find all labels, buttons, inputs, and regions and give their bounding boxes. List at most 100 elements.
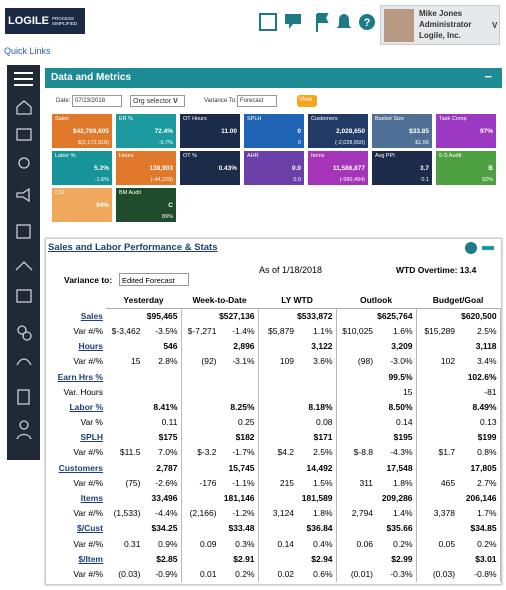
table-cell: -1.7% xyxy=(219,444,259,461)
table-cell: -3.1% xyxy=(219,353,259,369)
date-input[interactable]: 07/23/2018 xyxy=(72,95,122,107)
user-box[interactable]: Mike Jones Administrator Logile, Inc. V xyxy=(380,5,500,45)
tile-sub: (-990,494) xyxy=(339,177,365,183)
row-label[interactable]: $/Item xyxy=(78,553,103,564)
row-label: Var #/% xyxy=(73,568,103,579)
row-label: Var #/% xyxy=(73,538,103,549)
metric-tile[interactable]: ER % 72.4% -0.7% xyxy=(116,114,176,148)
table-cell: 2,787 xyxy=(106,460,182,476)
metric-tile[interactable]: OT Hours 11.00 xyxy=(180,114,240,148)
table-cell: 3.6% xyxy=(297,353,337,369)
tile-value: 94% xyxy=(95,202,109,209)
table-cell: 15 xyxy=(336,384,417,400)
row-label[interactable]: Labor % xyxy=(69,401,103,412)
table-cell: -3.0% xyxy=(376,353,417,369)
tile-label: Hours xyxy=(119,153,134,159)
table-cell: (0.03) xyxy=(432,568,456,579)
column-header: Yesterday xyxy=(106,293,182,309)
metric-tile[interactable]: BM Audit C 89% xyxy=(116,188,176,222)
table-cell: 99.5% xyxy=(336,368,417,385)
org-selector[interactable]: Org selector V xyxy=(130,95,185,107)
chat-icon[interactable] xyxy=(285,14,301,29)
row-label: Var % xyxy=(80,417,103,428)
table-cell: 0.02 xyxy=(277,568,295,579)
metric-tile[interactable]: Labor % 5.2% -1.6% xyxy=(52,151,112,185)
table-cell: $10,025 xyxy=(342,325,374,336)
metric-tile[interactable]: CSI 94% xyxy=(52,188,112,222)
table-cell: 1.5% xyxy=(297,475,337,491)
header-icons: ? xyxy=(259,13,375,32)
metric-tile[interactable]: Customers 2,028,650 (-2,028,650) xyxy=(308,114,368,148)
overtime-value: 13.4 xyxy=(459,265,477,275)
tile-value: 97% xyxy=(479,128,493,135)
quick-links[interactable]: Quick Links xyxy=(4,46,51,56)
panel-title: Data and Metrics xyxy=(51,72,132,83)
tile-label: ER % xyxy=(119,116,134,122)
row-label[interactable]: Sales xyxy=(80,310,103,321)
metric-tile[interactable]: Basket Size $33.85 $1.56 xyxy=(372,114,432,148)
collapse-icon[interactable] xyxy=(482,246,494,250)
table-cell: $2.85 xyxy=(106,551,182,567)
table-cell: 209,286 xyxy=(336,490,417,506)
table-cell: 0.13 xyxy=(416,414,501,430)
help-icon[interactable] xyxy=(465,242,477,254)
table-cell: 0.11 xyxy=(106,414,182,430)
table-cell: 3,118 xyxy=(416,338,501,354)
metric-tile[interactable]: Avg PPI 3.7 0.1 xyxy=(372,151,432,185)
row-label: Var #/% xyxy=(73,508,103,519)
table-cell: $2.94 xyxy=(258,551,337,567)
metric-tile[interactable]: Sales $42,769,605 $(2,172,918) xyxy=(52,114,112,148)
logo-tagline: PROCESS SIMPLIFIED xyxy=(51,16,77,26)
variance-row: Var #/% $11.5 7.0% $-3.2 -1.7% $4.2 2.5% $-8.8-… xyxy=(46,444,501,461)
table-cell xyxy=(106,368,182,385)
header-cell xyxy=(46,293,106,308)
logo[interactable]: LOGILE PROCESS SIMPLIFIED xyxy=(5,8,85,34)
metric-tile[interactable]: Task Comp 97% xyxy=(436,114,496,148)
help-icon[interactable] xyxy=(359,14,375,30)
row-label[interactable]: $/Cust xyxy=(77,523,103,534)
row-label[interactable]: Items xyxy=(80,493,103,504)
table-cell: 8.50% xyxy=(336,399,417,415)
view-button[interactable]: View xyxy=(297,95,317,107)
metric-tile[interactable]: AHR 0.0 0.0 xyxy=(244,151,304,185)
user-menu[interactable]: V xyxy=(492,21,498,30)
table-cell: 3.4% xyxy=(458,353,501,369)
table-cell: $5,879 xyxy=(268,325,295,336)
tile-label: Customers xyxy=(311,116,338,122)
table-cell: -4.4% xyxy=(143,505,182,521)
variance-select[interactable]: Forecast xyxy=(237,95,277,107)
table-cell: $-3,462 xyxy=(111,325,141,336)
row-label[interactable]: SPLH xyxy=(80,432,103,443)
row-label[interactable]: Customers xyxy=(58,462,103,473)
table-cell: 311 xyxy=(359,477,374,488)
metric-tile[interactable]: SPLH 0 0 xyxy=(244,114,304,148)
metric-tile[interactable]: Hours 138,903 (-44,229) xyxy=(116,151,176,185)
variance-row: Var #/% (0.03) -0.9% 0.01 0.2% 0.02 0.6% (0.01)… xyxy=(46,566,501,582)
metric-tile[interactable]: 5-S Audit B 92% xyxy=(436,151,496,185)
metric-tile[interactable]: OT % 0.43% xyxy=(180,151,240,185)
tile-value: C xyxy=(168,202,173,209)
variance-row: Var #/% (75) -2.6% -176 -1.1% 215 1.5% 311 1.8% 4… xyxy=(46,475,501,491)
table-cell: $35.66 xyxy=(336,520,417,536)
tile-value: B xyxy=(488,165,493,172)
collapse-button[interactable]: − xyxy=(484,69,492,84)
table-cell: $-7,271 xyxy=(187,325,217,336)
table-cell xyxy=(258,368,337,385)
bell-icon[interactable] xyxy=(337,14,351,28)
overtime: WTD Overtime: 13.4 xyxy=(396,265,476,275)
row-label[interactable]: Earn Hrs % xyxy=(57,371,103,382)
tile-label: SPLH xyxy=(247,116,262,122)
tile-label: AHR xyxy=(247,153,259,159)
flag-icon[interactable] xyxy=(316,13,329,32)
tile-label: OT % xyxy=(183,153,197,159)
row-label[interactable]: Hours xyxy=(78,341,103,352)
variance-select[interactable]: Edited Forecast xyxy=(119,273,189,286)
table-cell: 0.2% xyxy=(458,536,501,552)
metric-row: Customers 2,787 15,745 14,492 17,548 17,805 xyxy=(46,460,501,476)
mail-icon[interactable] xyxy=(259,13,277,31)
tile-sub: (-44,229) xyxy=(150,177,173,183)
table-cell: 15 xyxy=(131,356,141,367)
user-photo xyxy=(384,9,414,42)
org-selector-text: Org selector xyxy=(133,98,172,105)
metric-tile[interactable]: Items 11,586,877 (-990,494) xyxy=(308,151,368,185)
